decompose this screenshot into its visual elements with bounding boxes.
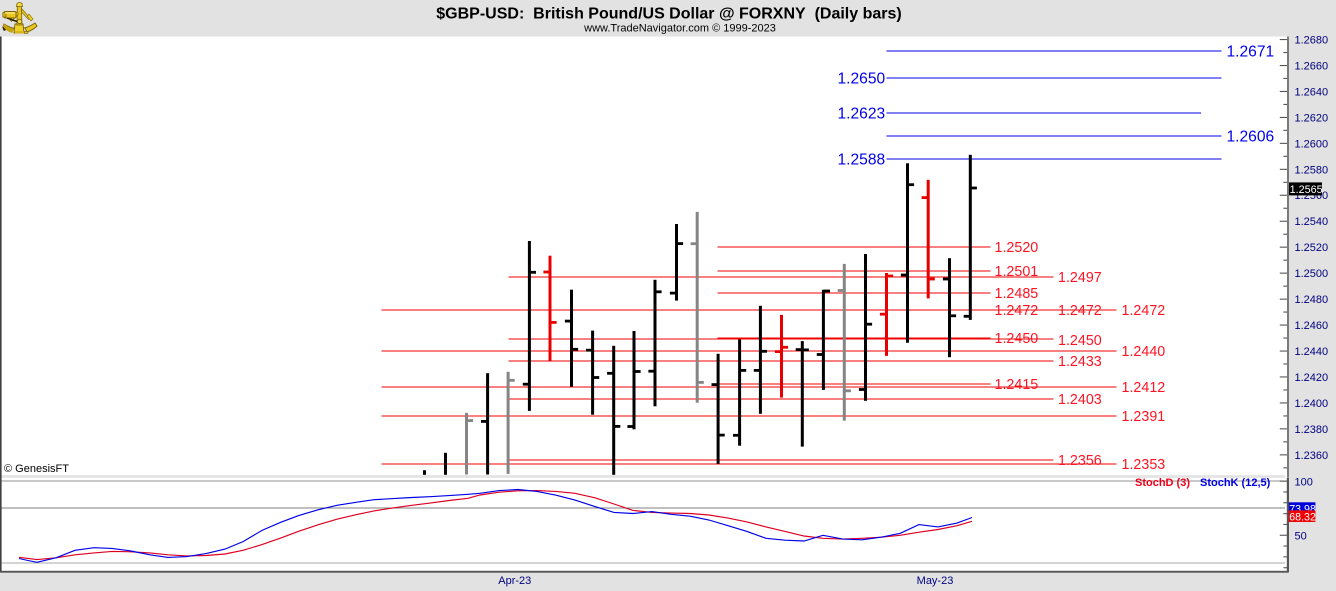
svg-text:www.TradeNavigator.com © 1999-: www.TradeNavigator.com © 1999-2023 [583, 23, 776, 35]
svg-text:1.2671: 1.2671 [1227, 44, 1275, 61]
svg-text:1.2660: 1.2660 [1295, 61, 1329, 73]
svg-text:1.2472: 1.2472 [995, 303, 1039, 319]
svg-text:1.2433: 1.2433 [1058, 354, 1102, 370]
svg-text:1.2440: 1.2440 [1122, 344, 1166, 360]
svg-text:1.2480: 1.2480 [1295, 294, 1329, 306]
svg-text:1.2403: 1.2403 [1058, 392, 1102, 408]
svg-text:1.2400: 1.2400 [1295, 398, 1329, 410]
svg-text:Apr-23: Apr-23 [498, 575, 531, 587]
svg-text:1.2450: 1.2450 [995, 331, 1039, 347]
svg-text:1.2450: 1.2450 [1058, 333, 1102, 349]
svg-text:1.2497: 1.2497 [1058, 270, 1102, 286]
svg-text:StochD (3): StochD (3) [1135, 477, 1190, 489]
svg-text:1.2353: 1.2353 [1122, 457, 1166, 473]
svg-text:1.2380: 1.2380 [1295, 424, 1329, 436]
svg-text:1.2412: 1.2412 [1122, 380, 1166, 396]
svg-text:1.2620: 1.2620 [1295, 112, 1329, 124]
svg-text:1.2606: 1.2606 [1227, 129, 1275, 146]
svg-text:1.2440: 1.2440 [1295, 346, 1329, 358]
svg-text:1.2565: 1.2565 [1290, 184, 1323, 196]
svg-text:1.2472: 1.2472 [1058, 303, 1102, 319]
svg-text:1.2500: 1.2500 [1295, 268, 1329, 280]
svg-text:1.2420: 1.2420 [1295, 372, 1329, 384]
svg-text:1.2520: 1.2520 [995, 240, 1039, 256]
svg-text:1.2472: 1.2472 [1122, 303, 1166, 319]
svg-text:50: 50 [1295, 531, 1307, 543]
svg-text:1.2415: 1.2415 [995, 377, 1039, 393]
svg-text:1.2650: 1.2650 [837, 71, 885, 88]
svg-text:1.2356: 1.2356 [1058, 453, 1102, 469]
svg-text:1.2501: 1.2501 [995, 264, 1039, 280]
svg-text:1.2680: 1.2680 [1295, 35, 1329, 47]
svg-text:© GenesisFT: © GenesisFT [4, 463, 69, 475]
svg-text:StochK (12,5): StochK (12,5) [1200, 477, 1271, 489]
svg-text:1.2640: 1.2640 [1295, 86, 1329, 98]
svg-text:68.32: 68.32 [1289, 511, 1316, 523]
svg-text:100: 100 [1295, 477, 1313, 489]
svg-text:1.2588: 1.2588 [837, 152, 885, 169]
svg-text:$GBP-USD: British Pound/US Do: $GBP-USD: British Pound/US Dollar @ FORX… [436, 6, 901, 23]
svg-text:May-23: May-23 [917, 575, 954, 587]
svg-text:1.2485: 1.2485 [995, 286, 1039, 302]
svg-text:1.2580: 1.2580 [1295, 164, 1329, 176]
svg-text:1.2623: 1.2623 [837, 106, 885, 123]
svg-text:1.2460: 1.2460 [1295, 320, 1329, 332]
svg-text:1.2520: 1.2520 [1295, 242, 1329, 254]
svg-text:1.2360: 1.2360 [1295, 450, 1329, 462]
svg-text:1.2600: 1.2600 [1295, 138, 1329, 150]
svg-text:1.2391: 1.2391 [1122, 409, 1166, 425]
svg-text:1.2540: 1.2540 [1295, 216, 1329, 228]
